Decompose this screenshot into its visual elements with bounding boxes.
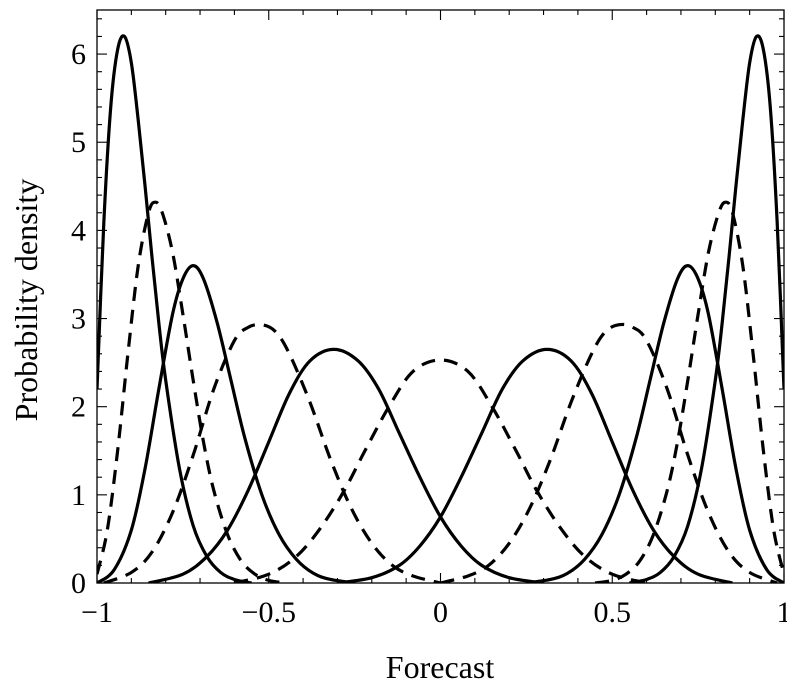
density-curve-7 [337,347,733,583]
density-curve-10 [594,200,784,583]
density-curve-2 [97,200,287,583]
y-tick-label: 1 [71,479,86,512]
x-tick-label: −0.5 [242,596,296,629]
x-tick-label: 1 [777,596,787,629]
y-tick-label: 0 [71,567,86,600]
tick-labels: −1 −0.5 0 0.5 1 0 1 2 3 4 5 6 [71,38,787,629]
y-tick-label: 4 [71,214,86,247]
plot-frame [96,9,785,584]
density-curve-5 [148,347,544,583]
y-tick-label: 5 [71,126,86,159]
density-curve-8 [440,322,778,583]
y-tick-label: 6 [71,38,86,71]
axis-ticks [96,10,785,584]
density-curve-11 [629,34,784,583]
density-curve-6 [234,358,647,583]
x-axis-label: Forecast [386,649,495,685]
density-curves [97,34,784,583]
density-curve-4 [103,322,441,583]
x-tick-label: 0.5 [594,596,632,629]
x-tick-label: −1 [81,596,113,629]
density-curve-9 [526,264,784,583]
density-curve-3 [97,264,355,583]
y-axis-label: Probability density [8,179,44,422]
x-tick-label: 0 [433,596,448,629]
y-tick-label: 3 [71,303,86,336]
y-tick-label: 2 [71,391,86,424]
